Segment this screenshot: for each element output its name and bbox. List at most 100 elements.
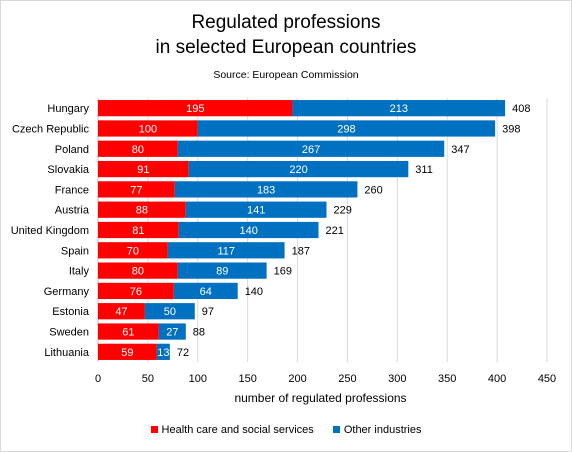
data-label-health-czech-republic: 100 bbox=[139, 123, 157, 135]
y-tick-label-germany: Germany bbox=[44, 286, 90, 298]
bar-health-italy bbox=[98, 262, 178, 279]
bar-other-estonia bbox=[144, 303, 195, 320]
data-label-other-austria: 141 bbox=[247, 205, 265, 217]
chart-title-line-2: in selected European countries bbox=[155, 37, 417, 58]
total-label-spain: 187 bbox=[292, 245, 310, 257]
chart-legend: Health care and social services Other in… bbox=[0, 424, 572, 436]
data-label-other-slovakia: 220 bbox=[289, 164, 307, 176]
bar-health-france bbox=[98, 181, 175, 198]
data-label-other-spain: 117 bbox=[217, 245, 235, 257]
data-label-health-italy: 80 bbox=[132, 266, 144, 278]
bar-other-spain bbox=[167, 242, 285, 259]
bar-other-germany bbox=[173, 282, 238, 300]
data-label-health-austria: 88 bbox=[136, 205, 148, 217]
bar-other-czech-republic bbox=[197, 120, 496, 137]
data-label-other-hungary: 213 bbox=[390, 103, 408, 115]
total-label-slovakia: 311 bbox=[415, 164, 433, 176]
bar-other-united-kingdom bbox=[178, 221, 319, 239]
bar-health-germany bbox=[98, 282, 174, 300]
y-tick-label-united-kingdom: United Kingdom bbox=[11, 225, 89, 237]
bar-other-austria bbox=[185, 201, 327, 218]
bar-health-poland bbox=[98, 140, 178, 157]
x-tick-label-100: 100 bbox=[189, 373, 207, 385]
legend-swatch-health bbox=[150, 426, 158, 433]
x-tick-label-250: 250 bbox=[338, 373, 356, 385]
total-label-france: 260 bbox=[364, 184, 382, 196]
data-label-other-estonia: 50 bbox=[164, 306, 176, 318]
legend-label-other: Other industries bbox=[343, 424, 422, 436]
total-label-sweden: 88 bbox=[193, 327, 205, 339]
data-label-other-united-kingdom: 140 bbox=[239, 225, 257, 237]
total-label-lithuania: 72 bbox=[177, 347, 189, 359]
bar-health-spain bbox=[98, 242, 168, 259]
y-tick-label-estonia: Estonia bbox=[52, 306, 90, 318]
chart-subtitle: Source: European Commission bbox=[213, 69, 359, 81]
y-tick-label-spain: Spain bbox=[61, 245, 89, 257]
bar-other-sweden bbox=[158, 323, 186, 340]
y-tick-label-lithuania: Lithuania bbox=[44, 347, 90, 359]
data-label-health-united-kingdom: 81 bbox=[132, 225, 144, 237]
bar-health-lithuania bbox=[98, 343, 157, 360]
y-tick-label-czech-republic: Czech Republic bbox=[12, 123, 90, 135]
bar-health-austria bbox=[98, 201, 186, 218]
bar-other-lithuania bbox=[156, 343, 170, 360]
total-label-united-kingdom: 221 bbox=[326, 225, 344, 237]
bar-health-hungary bbox=[98, 100, 293, 117]
data-label-other-lithuania: 13 bbox=[157, 347, 169, 359]
chart-title-line-1: Regulated professions bbox=[191, 12, 381, 33]
bar-other-france bbox=[174, 181, 358, 198]
x-axis-title: number of regulated professions bbox=[234, 391, 406, 405]
y-tick-label-france: France bbox=[55, 184, 89, 196]
total-label-germany: 140 bbox=[245, 286, 263, 298]
bar-other-italy bbox=[177, 262, 267, 279]
bar-health-slovakia bbox=[98, 160, 189, 178]
data-label-health-poland: 80 bbox=[132, 144, 144, 156]
legend-label-health: Health care and social services bbox=[161, 424, 314, 436]
bar-other-slovakia bbox=[188, 160, 409, 178]
x-tick-label-450: 450 bbox=[538, 373, 556, 385]
total-label-hungary: 408 bbox=[512, 103, 530, 115]
total-label-estonia: 97 bbox=[202, 306, 214, 318]
y-tick-label-poland: Poland bbox=[55, 144, 89, 156]
data-label-other-germany: 64 bbox=[200, 286, 212, 298]
data-label-health-sweden: 61 bbox=[122, 327, 134, 339]
bar-health-united-kingdom bbox=[98, 221, 179, 239]
total-label-czech-republic: 398 bbox=[502, 123, 520, 135]
data-label-health-hungary: 195 bbox=[186, 103, 204, 115]
bar-health-sweden bbox=[98, 323, 159, 340]
data-label-other-france: 183 bbox=[257, 184, 275, 196]
legend-item-other: Other industries bbox=[332, 424, 422, 436]
data-label-other-czech-republic: 298 bbox=[337, 123, 355, 135]
data-label-health-estonia: 47 bbox=[115, 306, 127, 318]
x-tick-label-0: 0 bbox=[95, 373, 101, 385]
y-tick-label-hungary: Hungary bbox=[47, 103, 89, 115]
y-tick-label-sweden: Sweden bbox=[49, 327, 89, 339]
x-tick-label-200: 200 bbox=[288, 373, 306, 385]
x-tick-label-300: 300 bbox=[388, 373, 406, 385]
data-label-health-france: 77 bbox=[130, 184, 142, 196]
bar-health-estonia bbox=[98, 303, 145, 320]
legend-item-health: Health care and social services bbox=[150, 424, 314, 436]
x-tick-label-150: 150 bbox=[238, 373, 256, 385]
total-label-poland: 347 bbox=[451, 144, 469, 156]
legend-swatch-other bbox=[332, 426, 340, 433]
x-tick-label-50: 50 bbox=[142, 373, 154, 385]
data-label-health-spain: 70 bbox=[127, 245, 139, 257]
bar-health-czech-republic bbox=[98, 120, 198, 137]
y-tick-label-italy: Italy bbox=[69, 266, 90, 278]
total-label-italy: 169 bbox=[274, 266, 292, 278]
data-label-other-sweden: 27 bbox=[166, 327, 178, 339]
data-label-other-italy: 89 bbox=[216, 266, 228, 278]
data-label-health-slovakia: 91 bbox=[137, 164, 149, 176]
y-tick-label-austria: Austria bbox=[55, 205, 90, 217]
bar-other-hungary bbox=[292, 100, 506, 117]
x-tick-label-350: 350 bbox=[438, 373, 456, 385]
total-label-austria: 229 bbox=[333, 205, 351, 217]
x-tick-label-400: 400 bbox=[488, 373, 506, 385]
bar-other-poland bbox=[177, 140, 445, 157]
data-label-other-poland: 267 bbox=[302, 144, 320, 156]
data-label-health-lithuania: 59 bbox=[121, 347, 133, 359]
y-tick-label-slovakia: Slovakia bbox=[47, 164, 89, 176]
data-label-health-germany: 76 bbox=[130, 286, 142, 298]
